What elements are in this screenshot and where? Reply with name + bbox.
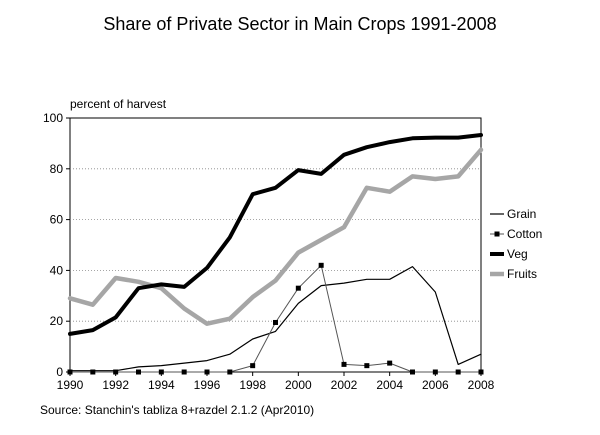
legend-label-fruits: Fruits	[507, 267, 537, 281]
x-tick-label: 2002	[331, 378, 358, 392]
y-tick-label: 0	[56, 365, 63, 379]
legend-label-grain: Grain	[507, 207, 536, 221]
series-line-grain	[69, 266, 482, 372]
data-point-cotton	[227, 369, 233, 375]
y-axis-label: percent of harvest	[70, 97, 167, 111]
data-point-cotton	[387, 360, 393, 366]
data-point-cotton	[250, 363, 256, 369]
gridlines	[70, 168, 481, 322]
data-point-cotton	[410, 369, 415, 375]
data-point-cotton	[318, 262, 324, 268]
data-point-cotton	[158, 369, 164, 375]
data-point-cotton	[273, 319, 278, 325]
data-point-cotton	[181, 369, 187, 375]
legend-label-veg: Veg	[507, 247, 528, 261]
legend-label-cotton: Cotton	[507, 227, 542, 241]
data-point-cotton	[295, 285, 301, 291]
data-point-cotton	[113, 369, 119, 375]
data-point-cotton	[204, 369, 210, 375]
x-tick-label: 2000	[285, 378, 312, 392]
legend-marker-cotton	[494, 231, 500, 237]
x-tick-label: 1996	[194, 378, 221, 392]
data-point-cotton	[455, 369, 461, 375]
plot-frame	[69, 117, 482, 373]
x-tick-label: 1994	[148, 378, 175, 392]
x-tick-label: 2004	[376, 378, 403, 392]
y-tick-label: 40	[50, 263, 64, 277]
data-point-cotton	[67, 369, 73, 375]
y-tick-label: 20	[50, 314, 64, 328]
series-line-veg	[68, 133, 483, 336]
data-point-cotton	[341, 361, 347, 367]
x-tick-label: 2008	[468, 378, 495, 392]
x-tick-label: 1998	[239, 378, 266, 392]
x-tick-label: 1992	[102, 378, 129, 392]
source-note: Source: Stanchin's tabliza 8+razdel 2.1.…	[40, 403, 315, 417]
y-tick-label: 80	[50, 162, 64, 176]
x-tick-label: 1990	[57, 378, 84, 392]
y-tick-label: 60	[50, 213, 64, 227]
legend: Grain Cotton Veg Fruits	[490, 207, 542, 281]
y-tick-label: 100	[43, 111, 63, 125]
data-point-cotton	[478, 369, 484, 375]
data-point-cotton	[90, 369, 96, 375]
series-line-fruits	[67, 147, 484, 326]
chart-title: Share of Private Sector in Main Crops 19…	[103, 14, 497, 34]
data-point-cotton	[432, 369, 438, 375]
axes: 0 20 40 60 80 100 1990 1992 1994 1996 1998 2000 2002…	[43, 111, 495, 392]
data-point-cotton	[136, 369, 141, 375]
series-lines	[67, 133, 484, 375]
x-tick-label: 2006	[422, 378, 449, 392]
data-point-cotton	[364, 363, 370, 369]
